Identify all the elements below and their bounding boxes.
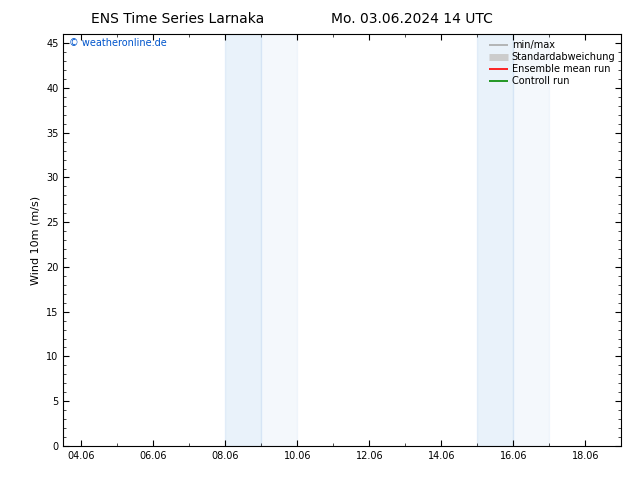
Legend: min/max, Standardabweichung, Ensemble mean run, Controll run: min/max, Standardabweichung, Ensemble me… (484, 36, 619, 90)
Bar (514, 34, 549, 446)
Y-axis label: Wind 10m (m/s): Wind 10m (m/s) (30, 196, 41, 285)
Bar (225, 34, 261, 446)
Bar (261, 34, 297, 446)
Text: © weatheronline.de: © weatheronline.de (69, 38, 167, 49)
Bar (477, 34, 514, 446)
Text: ENS Time Series Larnaka: ENS Time Series Larnaka (91, 12, 264, 26)
Text: Mo. 03.06.2024 14 UTC: Mo. 03.06.2024 14 UTC (331, 12, 493, 26)
